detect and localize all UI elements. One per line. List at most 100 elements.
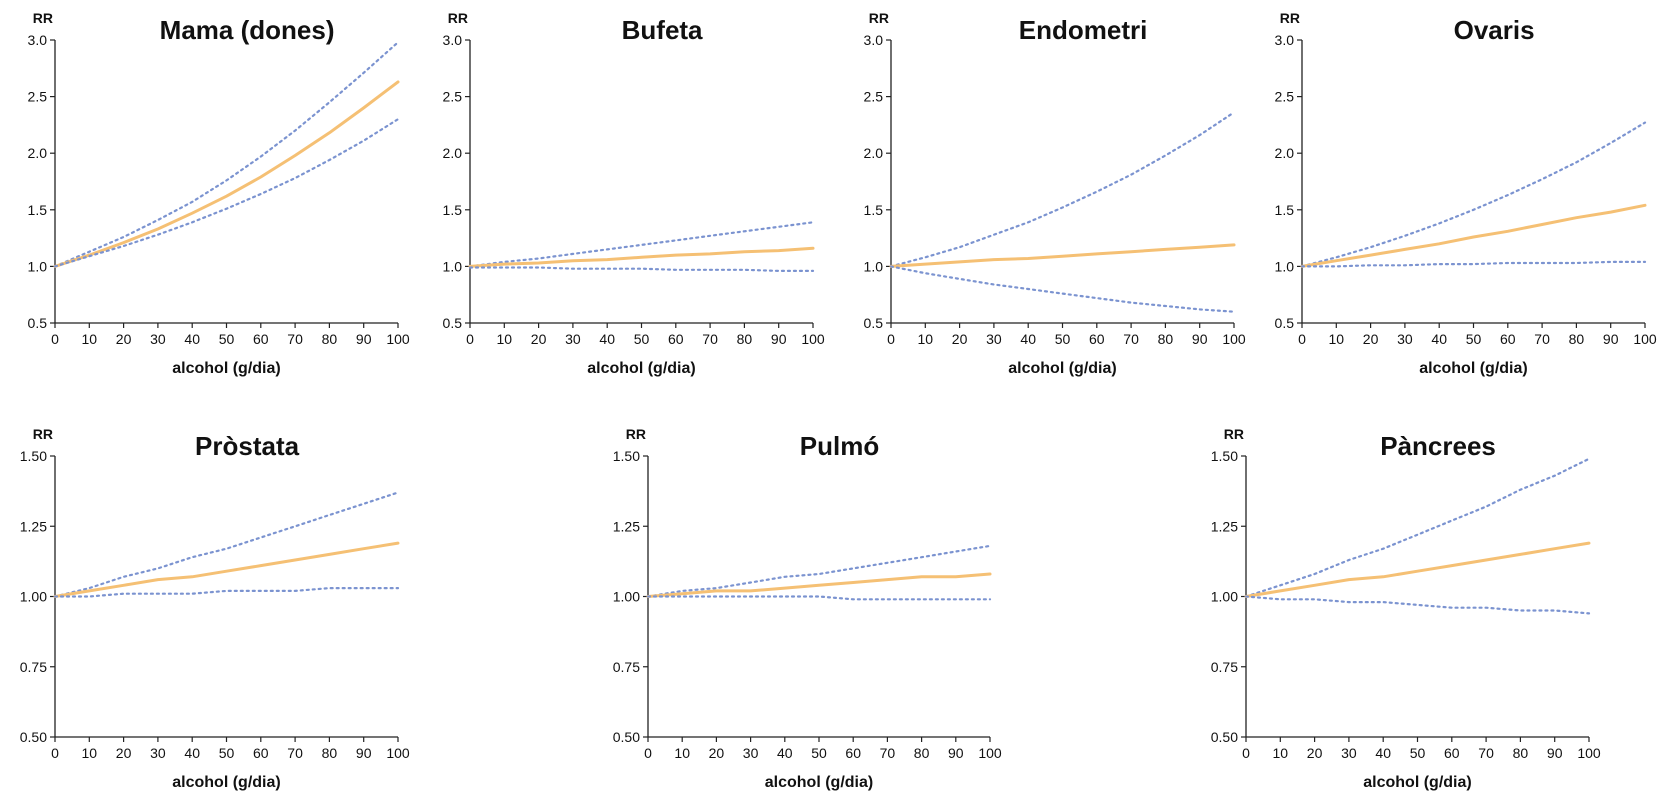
- x-tick-label: 50: [811, 745, 827, 761]
- x-tick-label: 20: [116, 331, 132, 347]
- x-tick-label: 100: [978, 745, 1002, 761]
- y-tick-label: 2.5: [443, 89, 463, 105]
- chart-panel: 0.5 1.0 1.5 2.0 2.5 3.0 0 10 20 30 40 50 60 70 80 90 100…: [443, 10, 825, 377]
- y-tick-label: 0.75: [20, 659, 47, 675]
- series-line-ci-lower: [1300, 260, 1647, 268]
- y-tick-label: 3.0: [28, 32, 48, 48]
- y-axis-label: RR: [33, 426, 53, 442]
- series-line-estimate: [53, 80, 400, 268]
- y-tick-label: 1.0: [443, 258, 463, 274]
- x-tick-label: 20: [531, 331, 547, 347]
- y-tick-label: 3.0: [864, 32, 884, 48]
- y-tick-label: 3.0: [1275, 32, 1295, 48]
- y-tick-label: 1.50: [613, 448, 640, 464]
- x-tick-label: 100: [386, 745, 410, 761]
- x-tick-label: 40: [1375, 745, 1391, 761]
- y-axis-label: RR: [1280, 10, 1300, 26]
- x-axis-label: alcohol (g/dia): [172, 360, 280, 377]
- x-tick-label: 10: [82, 331, 98, 347]
- x-tick-label: 20: [116, 745, 132, 761]
- x-tick-label: 10: [918, 331, 934, 347]
- series-line-ci-upper: [468, 221, 815, 268]
- x-tick-label: 60: [1444, 745, 1460, 761]
- x-tick-label: 20: [709, 745, 725, 761]
- x-tick-label: 80: [1569, 331, 1585, 347]
- x-tick-label: 80: [914, 745, 930, 761]
- x-tick-label: 90: [1192, 331, 1208, 347]
- y-tick-label: 1.50: [1211, 448, 1238, 464]
- y-tick-label: 1.0: [28, 258, 48, 274]
- series-line-estimate: [1300, 203, 1647, 268]
- x-tick-label: 90: [1603, 331, 1619, 347]
- x-tick-label: 50: [219, 745, 235, 761]
- x-tick-label: 60: [253, 745, 269, 761]
- series-line-estimate: [889, 243, 1236, 268]
- y-tick-label: 1.25: [1211, 518, 1238, 534]
- x-tick-label: 90: [356, 745, 372, 761]
- x-tick-label: 100: [1577, 745, 1601, 761]
- series-line-ci-lower: [889, 265, 1236, 313]
- x-tick-label: 100: [801, 331, 825, 347]
- y-axis-label: RR: [33, 10, 53, 26]
- y-tick-label: 0.5: [28, 315, 48, 331]
- y-tick-label: 0.5: [864, 315, 884, 331]
- chart-title: Pròstata: [195, 431, 300, 461]
- y-axis-label: RR: [448, 10, 468, 26]
- series-line-ci-lower: [53, 118, 400, 268]
- x-tick-label: 60: [1089, 331, 1105, 347]
- x-tick-label: 0: [466, 331, 474, 347]
- x-tick-label: 70: [880, 745, 896, 761]
- series-line-ci-upper: [53, 41, 400, 268]
- x-tick-label: 10: [1273, 745, 1289, 761]
- series-line-estimate: [1244, 541, 1591, 598]
- x-tick-label: 10: [674, 745, 690, 761]
- chart-title: Mama (dones): [160, 15, 335, 45]
- series-line-ci-lower: [1244, 595, 1591, 615]
- x-tick-label: 80: [1158, 331, 1174, 347]
- series-line-ci-upper: [53, 491, 400, 598]
- y-tick-label: 2.0: [864, 145, 884, 161]
- y-tick-label: 1.50: [20, 448, 47, 464]
- y-tick-label: 1.5: [28, 202, 48, 218]
- chart-panel: 0.5 1.0 1.5 2.0 2.5 3.0 0 10 20 30 40 50 60 70 80 90 100…: [28, 10, 410, 377]
- x-tick-label: 80: [737, 331, 753, 347]
- x-tick-label: 60: [668, 331, 684, 347]
- x-tick-label: 10: [497, 331, 513, 347]
- x-tick-label: 90: [356, 331, 372, 347]
- x-axis-label: alcohol (g/dia): [765, 774, 873, 791]
- x-tick-label: 20: [1307, 745, 1323, 761]
- x-axis-label: alcohol (g/dia): [1363, 774, 1471, 791]
- series-line-ci-upper: [1300, 121, 1647, 268]
- series-line-ci-upper: [646, 544, 992, 598]
- x-tick-label: 40: [1431, 331, 1447, 347]
- x-tick-label: 70: [287, 331, 303, 347]
- x-tick-label: 70: [287, 745, 303, 761]
- x-tick-label: 50: [1055, 331, 1071, 347]
- y-tick-label: 2.0: [443, 145, 463, 161]
- x-tick-label: 40: [1020, 331, 1036, 347]
- y-tick-label: 1.0: [1275, 258, 1295, 274]
- series-line-ci-lower: [646, 595, 992, 601]
- x-tick-label: 80: [1513, 745, 1529, 761]
- y-tick-label: 0.50: [1211, 729, 1238, 745]
- chart-panel: 0.50 0.75 1.00 1.25 1.50 0 10 20 30 40 50 60 70 80 90 1…: [613, 426, 1002, 791]
- x-tick-label: 0: [887, 331, 895, 347]
- y-tick-label: 1.5: [443, 202, 463, 218]
- chart-title: Pulmó: [800, 431, 879, 461]
- chart-title: Ovaris: [1454, 15, 1535, 45]
- y-tick-label: 1.25: [20, 518, 47, 534]
- x-tick-label: 0: [644, 745, 652, 761]
- y-tick-label: 2.5: [864, 89, 884, 105]
- x-tick-label: 70: [1534, 331, 1550, 347]
- x-tick-label: 60: [845, 745, 861, 761]
- chart-title: Pàncrees: [1380, 431, 1496, 461]
- y-tick-label: 1.5: [1275, 202, 1295, 218]
- x-tick-label: 0: [51, 745, 59, 761]
- chart-panel: 0.5 1.0 1.5 2.0 2.5 3.0 0 10 20 30 40 50 60 70 80 90 100…: [864, 10, 1246, 377]
- y-tick-label: 1.5: [864, 202, 884, 218]
- x-tick-label: 100: [386, 331, 410, 347]
- x-tick-label: 80: [322, 331, 338, 347]
- x-tick-label: 30: [986, 331, 1002, 347]
- chart-panel: 0.5 1.0 1.5 2.0 2.5 3.0 0 10 20 30 40 50 60 70 80 90 100…: [1275, 10, 1657, 377]
